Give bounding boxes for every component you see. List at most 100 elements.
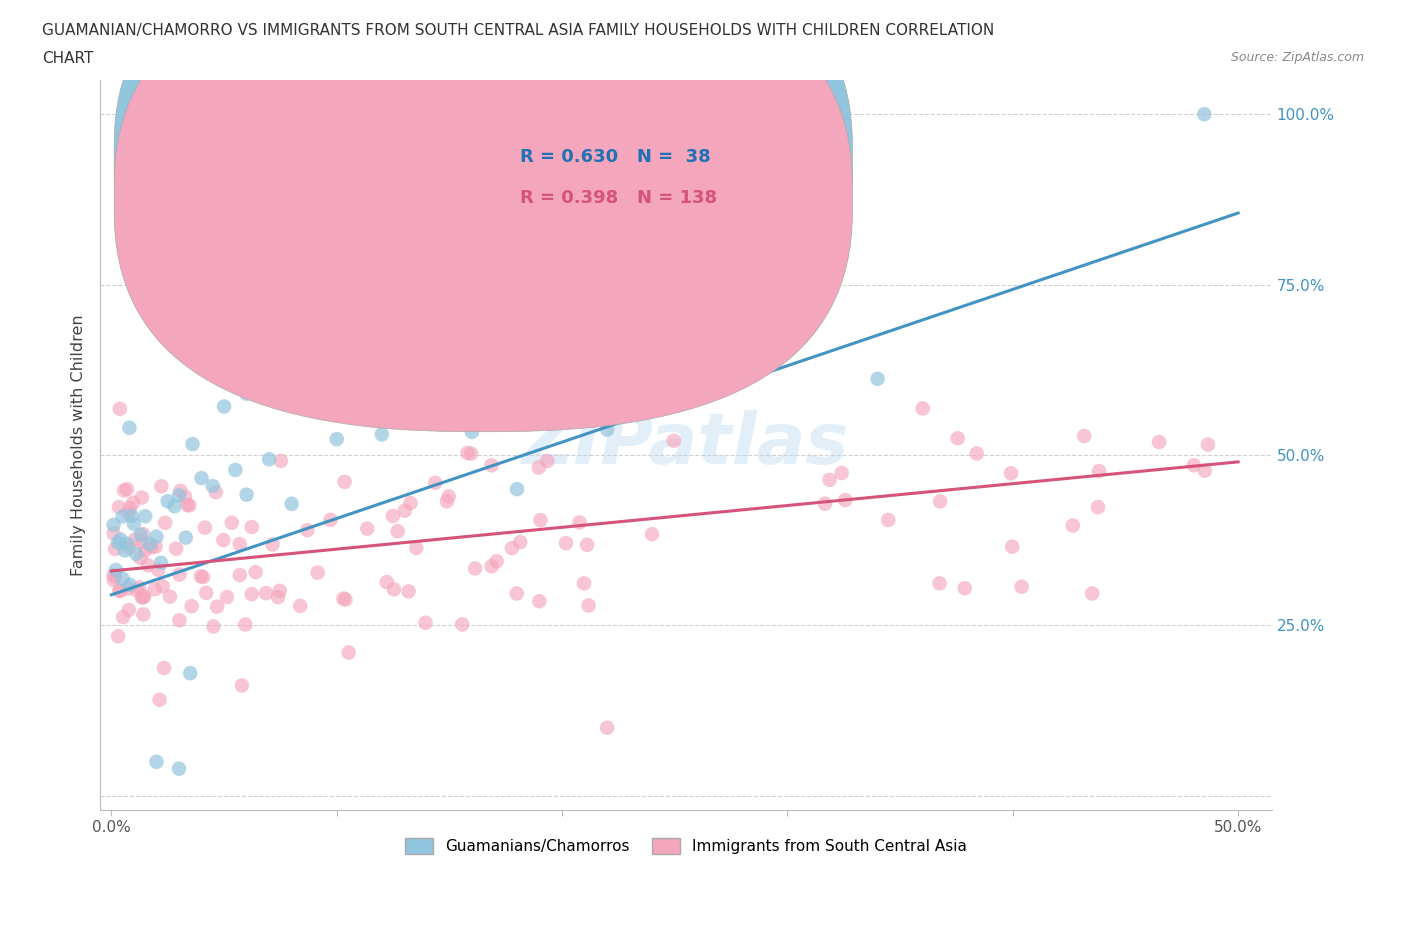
Point	[202, 619, 225, 634]
Point	[103, 517, 125, 532]
Point	[1182, 458, 1205, 472]
Point	[240, 587, 263, 602]
Point	[335, 592, 357, 607]
Point	[641, 526, 664, 541]
Point	[205, 485, 228, 499]
Point	[108, 499, 131, 514]
Point	[143, 582, 166, 597]
Point	[436, 494, 458, 509]
Point	[946, 431, 969, 445]
Text: GUAMANIAN/CHAMORRO VS IMMIGRANTS FROM SOUTH CENTRAL ASIA FAMILY HOUSEHOLDS WITH : GUAMANIAN/CHAMORRO VS IMMIGRANTS FROM SO…	[42, 23, 994, 38]
Point	[128, 580, 150, 595]
Point	[169, 567, 191, 582]
Point	[179, 498, 201, 512]
Point	[125, 547, 148, 562]
Point	[529, 358, 551, 373]
Point	[529, 594, 551, 609]
Point	[180, 599, 202, 614]
Point	[167, 762, 190, 777]
Point	[387, 524, 409, 538]
Point	[205, 599, 228, 614]
Point	[201, 479, 224, 494]
Point	[112, 483, 135, 498]
Point	[194, 520, 217, 535]
Point	[190, 569, 212, 584]
Point	[398, 584, 420, 599]
Point	[506, 482, 529, 497]
Point	[148, 692, 170, 707]
Point	[174, 530, 197, 545]
Point	[337, 645, 360, 660]
Point	[112, 610, 135, 625]
Point	[302, 399, 325, 414]
Point	[818, 472, 841, 487]
Point	[814, 497, 837, 512]
Point	[464, 561, 486, 576]
Text: R = 0.398   N = 138: R = 0.398 N = 138	[520, 190, 717, 207]
Point	[290, 599, 312, 614]
Point	[159, 590, 181, 604]
Point	[118, 420, 141, 435]
Point	[262, 537, 284, 551]
Point	[108, 583, 131, 598]
Point	[1000, 466, 1022, 481]
Text: Source: ZipAtlas.com: Source: ZipAtlas.com	[1230, 51, 1364, 64]
Point	[118, 578, 141, 592]
Point	[481, 559, 503, 574]
Point	[1087, 499, 1109, 514]
Point	[181, 437, 204, 452]
Point	[148, 563, 170, 578]
Point	[156, 494, 179, 509]
Point	[224, 462, 246, 477]
Point	[212, 399, 235, 414]
Point	[527, 460, 550, 475]
Point	[125, 583, 148, 598]
Point	[235, 386, 257, 401]
FancyBboxPatch shape	[114, 0, 852, 392]
Point	[267, 590, 290, 604]
Point	[104, 541, 127, 556]
Point	[138, 537, 160, 551]
Point	[103, 526, 125, 541]
Point	[572, 576, 595, 591]
Point	[481, 458, 503, 472]
Point	[118, 540, 141, 555]
Point	[929, 494, 952, 509]
Point	[319, 512, 342, 527]
Point	[834, 493, 856, 508]
Point	[460, 446, 482, 461]
Point	[104, 569, 127, 584]
Point	[215, 590, 238, 604]
Point	[425, 475, 447, 490]
Point	[1011, 579, 1033, 594]
Point	[132, 590, 155, 604]
Point	[149, 555, 172, 570]
Point	[174, 489, 197, 504]
Point	[371, 427, 394, 442]
Point	[1194, 463, 1216, 478]
Text: ZIPatlas: ZIPatlas	[522, 410, 849, 479]
Point	[131, 590, 153, 604]
Point	[117, 581, 139, 596]
Point	[145, 529, 167, 544]
Point	[229, 567, 252, 582]
Point	[461, 424, 484, 439]
Point	[110, 584, 132, 599]
Point	[124, 532, 146, 547]
Point	[111, 509, 134, 524]
Point	[107, 629, 129, 644]
Point	[114, 543, 136, 558]
Point	[415, 616, 437, 631]
Point	[394, 503, 416, 518]
Point	[568, 515, 591, 530]
Point	[134, 589, 156, 604]
Point	[122, 496, 145, 511]
Point	[831, 466, 853, 481]
Point	[131, 535, 153, 550]
Point	[381, 509, 404, 524]
Point	[115, 537, 138, 551]
Point	[104, 563, 127, 578]
Point	[150, 479, 173, 494]
Point	[103, 573, 125, 588]
Point	[686, 370, 709, 385]
